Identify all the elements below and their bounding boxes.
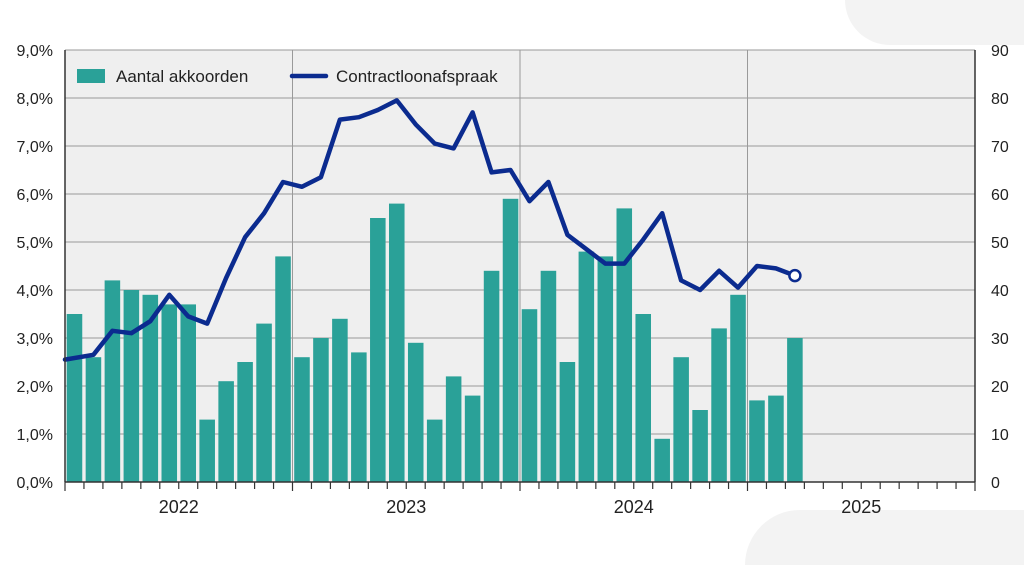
background-decoration-bottom: [745, 510, 1024, 565]
bar: [787, 338, 803, 482]
bar: [123, 290, 140, 482]
bar: [426, 419, 443, 482]
legend-label-line: Contractloonafspraak: [336, 67, 498, 86]
bar: [559, 362, 576, 482]
bar: [66, 314, 83, 482]
y-right-tick-label: 80: [991, 91, 1009, 108]
bar: [218, 381, 234, 482]
legend-swatch-bar: [77, 69, 105, 83]
line-series: [62, 98, 802, 362]
bar: [388, 203, 405, 482]
x-year-label: 2024: [614, 497, 654, 517]
bar: [540, 270, 557, 482]
y-right-tick-label: 70: [991, 139, 1009, 156]
line-end-marker: [788, 268, 802, 283]
y-left-tick-label: 8,0%: [17, 91, 53, 108]
bar: [180, 304, 197, 482]
bar: [199, 419, 215, 482]
bar: [654, 438, 670, 482]
legend-label-bar: Aantal akkoorden: [116, 67, 248, 86]
bar: [711, 328, 727, 482]
bar: [521, 309, 538, 482]
bar: [237, 362, 253, 482]
y-left-tick-label: 7,0%: [17, 139, 53, 156]
bar: [730, 294, 746, 482]
bar: [407, 342, 424, 482]
y-right-tick-label: 10: [991, 427, 1009, 444]
bar: [673, 357, 689, 482]
y-right-tick-label: 40: [991, 283, 1009, 300]
y-right-tick-label: 90: [991, 43, 1009, 60]
bar: [635, 314, 652, 482]
y-right-tick-label: 20: [991, 379, 1009, 396]
bar: [483, 270, 500, 482]
bar: [464, 395, 481, 482]
y-right-tick-label: 50: [991, 235, 1009, 252]
bar: [332, 318, 348, 482]
bar: [692, 410, 708, 482]
bar: [256, 323, 272, 482]
y-left-tick-label: 3,0%: [17, 331, 53, 348]
bar: [275, 256, 291, 482]
bar: [597, 256, 614, 482]
bar: [85, 357, 102, 482]
x-year-label: 2025: [841, 497, 881, 517]
y-left-tick-label: 9,0%: [17, 43, 53, 60]
bar: [142, 294, 159, 482]
y-left-tick-label: 6,0%: [17, 187, 53, 204]
y-left-tick-label: 5,0%: [17, 235, 53, 252]
y-right-tick-label: 30: [991, 331, 1009, 348]
y-left-tick-label: 1,0%: [17, 427, 53, 444]
y-right-tick-label: 60: [991, 187, 1009, 204]
y-left-tick-label: 2,0%: [17, 379, 53, 396]
bar: [502, 198, 519, 483]
y-left-tick-label: 4,0%: [17, 283, 53, 300]
bar: [768, 395, 784, 482]
bar: [370, 218, 386, 482]
y-left-tick-label: 0,0%: [17, 475, 53, 492]
bar: [578, 251, 595, 482]
bar: [749, 400, 765, 482]
bar: [351, 352, 367, 482]
bar: [161, 304, 178, 482]
axes: 0,0% 1,0% 2,0% 3,0% 4,0% 5,0% 6,0% 7,0% 8,0% 9,0%…: [17, 43, 1009, 517]
x-year-label: 2023: [386, 497, 426, 517]
bar-series: [66, 198, 803, 483]
bar: [616, 208, 633, 482]
bar: [313, 338, 329, 482]
bar: [294, 357, 310, 482]
legend: Aantal akkoorden Contractloonafspraak: [77, 67, 498, 86]
y-right-tick-label: 0: [991, 475, 1000, 492]
line-contractloonafspraak: [62, 98, 798, 362]
background-decoration-top: [845, 0, 1024, 45]
bar: [445, 376, 462, 482]
bar: [104, 280, 121, 482]
x-year-label: 2022: [159, 497, 199, 517]
